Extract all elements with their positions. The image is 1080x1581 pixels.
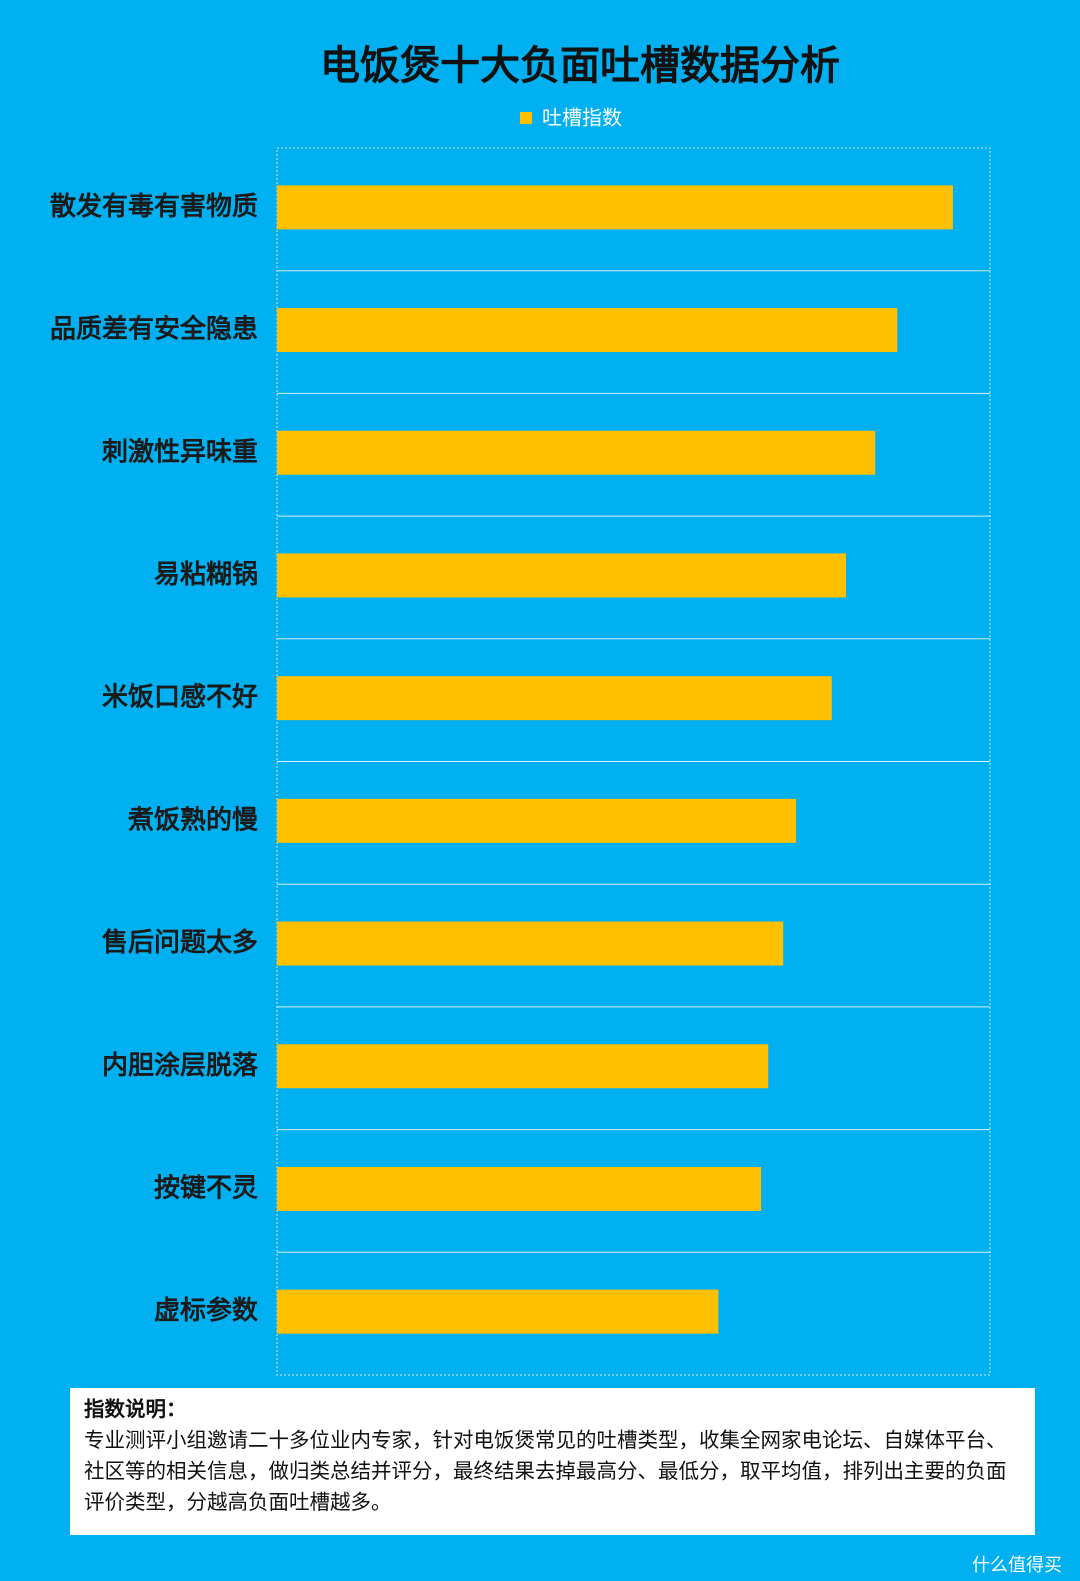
note-text: 专业测评小组邀请二十多位业内专家，针对电饭煲常见的吐槽类型，收集全网家电论坛、自… (84, 1428, 1007, 1514)
chart-title: 电饭煲十大负面吐槽数据分析 (320, 43, 840, 89)
y-tick-label: 米饭口感不好 (102, 683, 258, 713)
legend-swatch (520, 112, 532, 124)
bar (277, 1044, 769, 1089)
bar (277, 676, 832, 721)
y-tick-label: 散发有毒有害物质 (50, 191, 258, 222)
bar (277, 1166, 762, 1211)
y-tick-label: 按键不灵 (154, 1172, 258, 1203)
y-tick-label: 内胆涂层脱落 (102, 1050, 259, 1081)
y-tick-label: 售后问题太多 (102, 927, 258, 958)
y-tick-label: 品质差有安全隐患 (50, 314, 258, 345)
bar (277, 1289, 719, 1334)
bar (277, 430, 876, 475)
bar (277, 798, 797, 843)
y-tick-label: 煮饭熟的慢 (127, 804, 259, 835)
y-tick-label: 虚标参数 (154, 1295, 259, 1326)
bar (277, 185, 953, 230)
note: 指数说明： 专业测评小组邀请二十多位业内专家，针对电饭煲常见的吐槽类型，收集全网… (70, 1388, 1035, 1535)
bar (277, 308, 898, 353)
watermark: 什么值得买 (972, 1555, 1062, 1576)
legend-label: 吐槽指数 (542, 106, 622, 130)
y-tick-label: 刺激性异味重 (102, 436, 258, 467)
bar (277, 553, 846, 598)
note-title: 指数说明： (84, 1397, 187, 1421)
y-tick-label: 易粘糊锅 (154, 560, 258, 590)
plot-border (276, 147, 991, 1376)
bar (277, 921, 784, 966)
